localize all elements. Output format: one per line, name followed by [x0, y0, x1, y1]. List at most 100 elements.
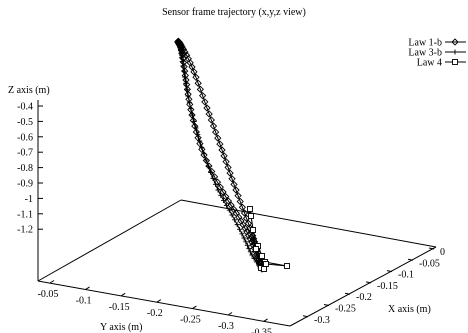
series-law-3b-point	[247, 249, 253, 255]
series-law-4-point	[250, 227, 256, 233]
series-law-1b-point	[212, 128, 220, 136]
series-law-3b-point	[208, 169, 214, 175]
x-tick-mark	[302, 315, 309, 318]
y-tick-label: -0.3	[218, 321, 234, 332]
x-tick-mark	[344, 292, 351, 295]
z-axis-label: Z axis (m)	[8, 85, 50, 96]
series-law-1b-point	[210, 173, 219, 181]
series-law-3b-point	[182, 74, 188, 80]
series-law-3b-point	[223, 202, 229, 208]
series-law-1b-point	[247, 238, 256, 246]
x-tick-mark	[407, 258, 414, 261]
z-ticks: -0.4 -0.5 -0.6 -0.7 -0.8 -0.9 -1 -1.1 -1.2	[17, 102, 43, 236]
legend-label: Law 4	[417, 58, 442, 69]
z-tick-label: -0.4	[17, 102, 33, 113]
x-tick-label: -0.15	[377, 281, 398, 292]
legend-label: Law 1-b	[408, 38, 442, 49]
series-law-4-point	[248, 213, 254, 219]
y-tick-mark	[156, 299, 162, 303]
series-law-1b-point	[191, 122, 199, 130]
series-law-1b-point	[189, 116, 197, 125]
series-law-3b-point	[215, 187, 221, 193]
series-law-3b-point	[184, 87, 190, 93]
series-law-1b-point	[240, 209, 249, 217]
series-law-1b-point	[202, 156, 210, 165]
series-law-1b-point	[228, 175, 236, 183]
series-law-1b-point	[213, 178, 222, 186]
axes-box	[37, 100, 437, 327]
x-tick-mark	[428, 247, 435, 250]
series-law-3b-point	[239, 231, 245, 237]
series-law-3b-point	[183, 80, 189, 86]
series-law-1b-point	[246, 224, 254, 232]
axis-edge-front-y	[37, 280, 291, 327]
y-tick-mark	[227, 312, 233, 316]
series-law-1b-point	[224, 197, 233, 205]
series-law-1b-point	[222, 192, 230, 201]
series-law-3b-point	[246, 246, 252, 252]
x-tick-label: -0.2	[356, 292, 372, 303]
series-law-1b-point	[230, 180, 238, 189]
series-law-1b-point	[209, 122, 218, 130]
series-law-3b-point	[253, 259, 259, 265]
series-law-3b-point	[221, 197, 227, 203]
series-law-3b-point	[251, 255, 257, 261]
series-law-1b-point	[216, 140, 224, 148]
series-law-1b-point	[246, 235, 254, 243]
series-law-4-point	[259, 253, 265, 259]
z-tick-label: -0.5	[17, 117, 33, 128]
series-law-3b-point	[249, 252, 255, 258]
series-law-1b-point	[232, 186, 240, 194]
series-law-1b-point	[241, 224, 249, 233]
series-law-3b-point	[232, 217, 238, 223]
legend-marker	[452, 59, 458, 65]
series-law-3b-point	[179, 58, 185, 64]
series-law-1b-point	[198, 92, 207, 100]
series-law-1b-point	[201, 98, 209, 106]
z-tick-label: -1	[25, 194, 33, 205]
axis-edge-back-right	[180, 199, 437, 248]
x-tick-label: -0.1	[398, 270, 414, 281]
series-law-3b-point	[205, 163, 211, 169]
series-law-3b-point	[180, 63, 186, 69]
series-law-1b-point	[196, 85, 204, 93]
series-law-1b-point	[238, 203, 247, 211]
axis-edge-back-left	[37, 199, 182, 282]
legend-marker	[451, 38, 459, 46]
series-law-1b-point	[244, 219, 253, 228]
chart-title: Sensor frame trajectory (x,y,z view)	[162, 7, 306, 18]
series-law-1b-point	[226, 169, 234, 177]
series-law-3b-point	[210, 175, 216, 181]
series-law-3b-point	[185, 93, 191, 99]
series-law-1b-point	[207, 116, 215, 124]
y-tick-mark	[49, 280, 55, 284]
series-law-1b-point	[227, 201, 235, 209]
x-tick-mark	[386, 270, 393, 273]
series-law-1b-point	[222, 157, 230, 166]
series-law-3b-point	[176, 41, 182, 47]
series-law-1b-point	[192, 128, 200, 136]
series-law-1b-point	[192, 73, 200, 81]
series-law-3b-point	[199, 144, 205, 150]
series-law-1b-point	[194, 79, 202, 87]
series-law-1b-point	[244, 231, 253, 239]
y-tick-label: -0.2	[147, 308, 163, 319]
legend-label: Law 3-b	[408, 48, 442, 59]
series-law-3b-point	[218, 192, 224, 198]
x-ticks: 0-0.05 -0.1-0.15 -0.2-0.25 -0.3	[302, 247, 445, 326]
series-law-1b-point	[234, 192, 242, 200]
series-law-3b-point	[195, 131, 201, 137]
z-tick-label: -0.6	[17, 132, 33, 143]
y-tick-label: -0.05	[38, 289, 59, 300]
series-law-1b-point	[218, 146, 226, 154]
series-law-1b-point	[196, 140, 204, 148]
series-law-4-point	[284, 263, 290, 269]
y-tick-mark	[120, 292, 126, 297]
series-law-3b-point	[193, 125, 199, 131]
series-layer	[174, 37, 290, 273]
series-law-1b-line	[177, 40, 262, 269]
series-law-4-point	[253, 246, 259, 252]
series-law-3b-point	[226, 207, 232, 213]
z-tick-label: -0.7	[17, 148, 33, 159]
series-law-1b-point	[190, 68, 198, 76]
